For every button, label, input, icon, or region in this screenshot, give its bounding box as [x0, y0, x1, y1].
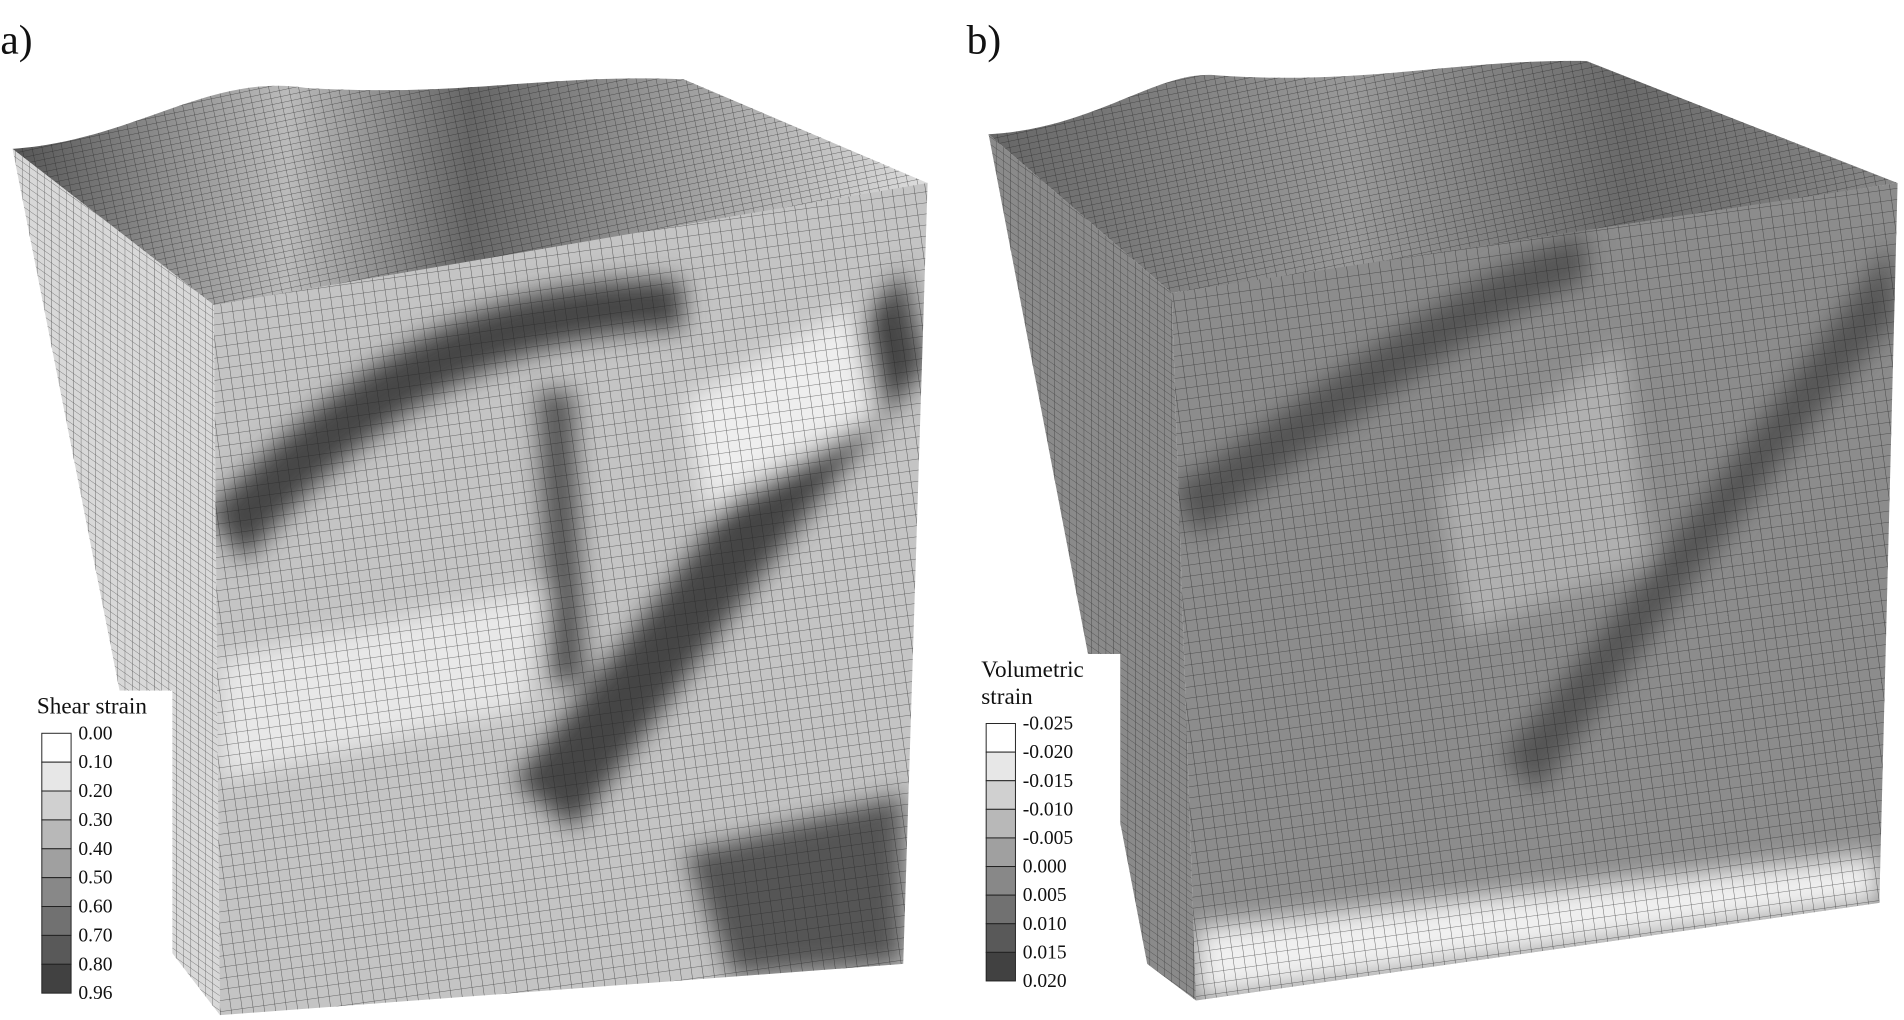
legend-level: -0.020 [1023, 742, 1074, 763]
panel-label: b) [967, 17, 1002, 64]
legend-level: -0.005 [1023, 828, 1073, 849]
legend-level: 0.015 [1023, 942, 1067, 963]
legend-title: Shear strain [37, 694, 147, 720]
legend-swatch [41, 819, 72, 850]
legend-swatch [41, 963, 72, 994]
legend-swatch [41, 848, 72, 879]
legend-swatch [985, 951, 1016, 982]
legend-level: 0.60 [78, 897, 112, 918]
legend-swatch [985, 837, 1016, 868]
legend-swatch [41, 761, 72, 792]
legend-swatch [41, 790, 72, 821]
legend-title: strain [981, 684, 1033, 710]
legend-level: 0.20 [78, 781, 112, 802]
legend-swatch [985, 780, 1016, 810]
legend-level: 0.80 [78, 954, 112, 975]
legend-level: 0.50 [78, 868, 112, 889]
legend-level: 0.10 [78, 752, 112, 773]
legend-level: 0.005 [1023, 885, 1067, 906]
panel-label: a) [0, 17, 32, 64]
legend-level: 0.020 [1023, 971, 1067, 992]
legend-level: 0.010 [1023, 914, 1067, 935]
legend-level: -0.010 [1023, 799, 1074, 820]
legend-swatch [41, 906, 72, 936]
legend-level: -0.025 [1023, 714, 1073, 735]
legend-swatch [985, 751, 1016, 782]
legend-swatch [41, 934, 72, 965]
legend-level: 0.00 [78, 723, 112, 744]
legend-level: 0.70 [78, 926, 112, 947]
cube-b [988, 60, 1898, 1001]
legend-level: 0.000 [1023, 857, 1067, 878]
legend-swatch [985, 723, 1016, 753]
legend-level: 0.40 [78, 839, 112, 860]
legend-title: Volumetric [981, 657, 1084, 683]
legend-swatch [985, 894, 1016, 925]
legend-swatch [41, 732, 72, 763]
legend-level: 0.30 [78, 810, 112, 831]
legend-swatch [41, 877, 72, 908]
legend-swatch [985, 923, 1016, 953]
legend-swatch [985, 808, 1016, 839]
legend: Shear strain 0.00 0.10 0.20 0.30 0.40 0.50 0.60… [32, 690, 173, 1008]
legend-level: -0.015 [1023, 771, 1073, 792]
legend-level: 0.96 [78, 983, 112, 1004]
legend-swatch [985, 866, 1016, 896]
